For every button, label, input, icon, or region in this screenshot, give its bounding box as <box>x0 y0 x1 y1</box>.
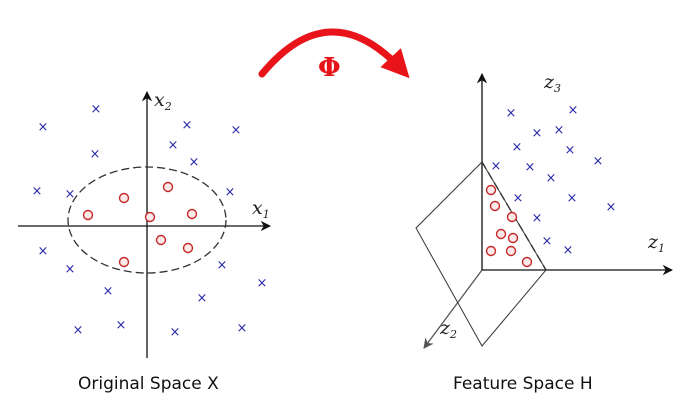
cross-point: × <box>91 102 102 117</box>
cross-point: × <box>546 171 557 186</box>
phi-symbol: Φ <box>318 53 341 83</box>
cross-point: × <box>38 244 49 259</box>
cross-point: × <box>116 318 127 333</box>
circle-point <box>485 245 497 257</box>
z1-axis-label: z1 <box>647 231 665 255</box>
right-cross-points: × ××× ×× ×××××××××× <box>491 103 617 258</box>
circle-point <box>495 228 507 240</box>
cross-point: × <box>491 159 502 174</box>
cross-point: × <box>73 323 84 338</box>
cross-point: × <box>197 291 208 306</box>
feature-space-panel: z1 z3 z2 × ××× ×× ×××××××××× Feature Space … <box>415 71 674 394</box>
circle-point <box>521 256 533 268</box>
decision-ellipse <box>67 166 227 274</box>
cross-point: × <box>225 185 236 200</box>
cross-point: × <box>168 138 179 153</box>
circle-point <box>186 208 198 220</box>
x2-axis-label: x2 <box>154 89 172 113</box>
cross-point: × <box>170 325 181 340</box>
cross-point: × <box>563 243 574 258</box>
cross-point: × <box>565 143 576 158</box>
cross-point: × <box>231 123 242 138</box>
left-circle-points <box>82 181 198 268</box>
circle-point <box>182 242 194 254</box>
circle-point <box>489 200 501 212</box>
cross-point: × <box>90 147 101 162</box>
z2-axis <box>423 269 483 349</box>
cross-point: × <box>217 258 228 273</box>
circle-point <box>155 234 167 246</box>
cross-point: × <box>237 321 248 336</box>
cross-point: × <box>257 276 268 291</box>
cross-point: × <box>568 103 579 118</box>
circle-point <box>485 184 497 196</box>
cross-point: × <box>189 155 200 170</box>
cross-point: × <box>532 211 543 226</box>
cross-point: × <box>65 187 76 202</box>
circle-point <box>506 211 518 223</box>
circle-point <box>507 232 519 244</box>
cross-point: × <box>542 234 553 249</box>
cross-point: × <box>525 160 536 175</box>
left-cross-points: ××× ××××× × ××× ×× ××× × × × <box>32 102 268 340</box>
original-space-caption: Original Space X <box>78 374 219 394</box>
cross-point: × <box>182 118 193 133</box>
cross-point: × <box>103 284 114 299</box>
cross-point: × <box>606 200 617 215</box>
z3-axis-label: z3 <box>543 71 561 95</box>
x1-axis-label: x1 <box>252 197 270 221</box>
feature-space-caption: Feature Space H <box>453 374 593 394</box>
circle-point <box>505 245 517 257</box>
cross-point: × <box>593 154 604 169</box>
circle-point <box>144 211 156 223</box>
mapping-arrow: Φ <box>258 28 410 83</box>
cross-point: × <box>65 262 76 277</box>
circle-point <box>118 192 130 204</box>
cross-point: × <box>512 140 523 155</box>
right-circle-points <box>485 184 533 268</box>
cross-point: × <box>567 191 578 206</box>
original-space-panel: x1 x2 ××× ××××× × ××× ×× ××× × × × Original Spac… <box>18 89 272 394</box>
cross-point: × <box>532 126 543 141</box>
circle-point <box>162 181 174 193</box>
cross-point: × <box>38 120 49 135</box>
cross-point: × <box>32 184 43 199</box>
circle-point <box>118 256 130 268</box>
separating-plane-outline <box>415 161 547 347</box>
z2-axis-label: z2 <box>439 317 457 341</box>
circle-point <box>82 209 94 221</box>
cross-point: × <box>513 191 524 206</box>
cross-point: × <box>554 123 565 138</box>
cross-point: × <box>506 106 517 121</box>
